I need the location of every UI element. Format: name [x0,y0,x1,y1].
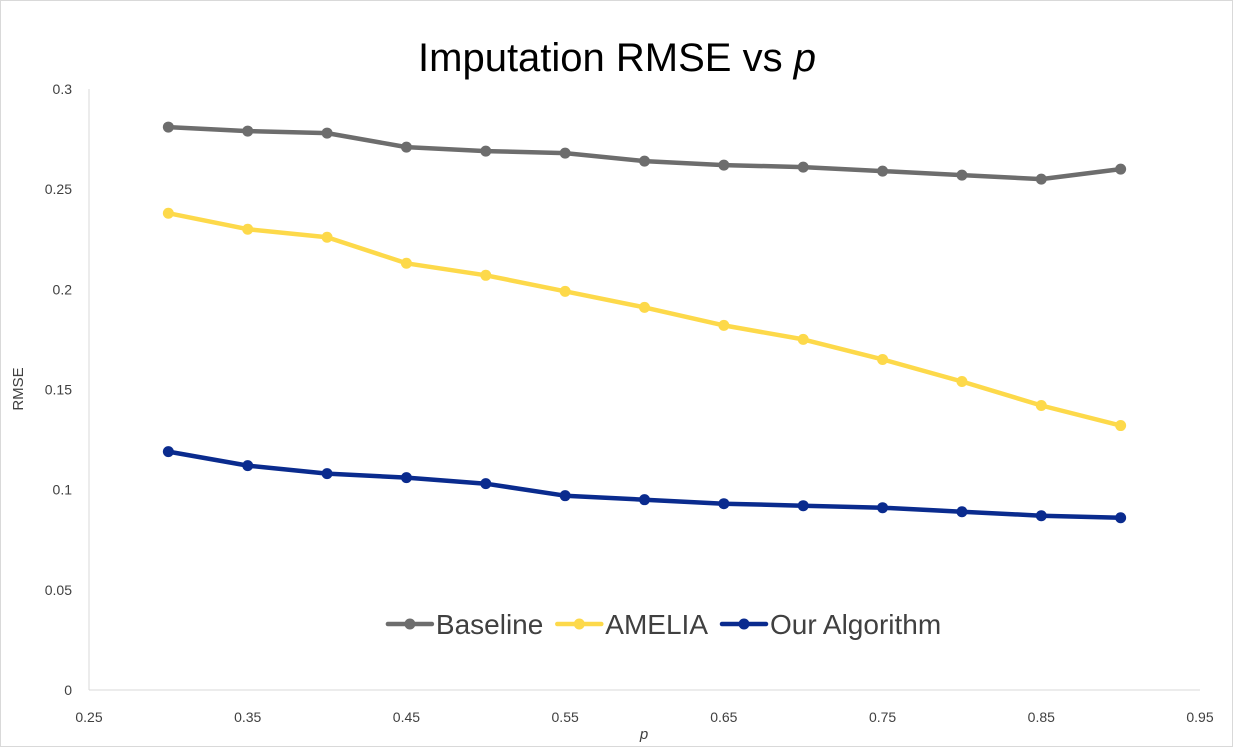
data-point-baseline [718,159,730,171]
series-our-algorithm [162,446,1127,524]
data-point-our-algorithm [1035,510,1047,522]
data-point-amelia [718,319,730,331]
y-tick-label: 0.05 [45,582,72,598]
series-group [162,121,1127,524]
data-point-our-algorithm [718,498,730,510]
chart-title-text: Imputation RMSE vs [418,36,783,80]
data-point-our-algorithm [639,494,650,506]
data-point-baseline [321,127,333,139]
legend-marker-amelia [573,618,585,630]
data-point-our-algorithm [242,460,254,472]
data-point-amelia [242,223,254,235]
x-tick-label: 0.55 [552,709,579,725]
series-line-amelia [166,210,1123,428]
data-point-amelia [162,207,174,219]
legend-marker-baseline [404,618,416,630]
data-point-our-algorithm [1115,512,1127,524]
chart-title-italic: p [793,36,816,80]
data-point-baseline [242,125,254,137]
x-axis-title: p [639,726,648,743]
series-baseline [162,121,1127,185]
data-point-baseline [559,147,571,159]
x-tick-label: 0.95 [1186,709,1213,725]
data-point-baseline [1035,173,1047,185]
legend-marker-our-algorithm [738,618,750,630]
x-tick-label: 0.45 [393,709,420,725]
data-point-baseline [956,169,968,181]
data-point-baseline [877,165,889,177]
data-point-amelia [321,231,333,243]
data-point-amelia [639,301,650,313]
x-tick-label: 0.85 [1028,709,1055,725]
legend: Baseline AMELIA Our Algorithm [385,609,941,640]
series-line-our-algorithm [166,449,1123,520]
y-tick-label: 0.25 [45,181,72,197]
data-point-our-algorithm [321,468,333,480]
x-tick-label: 0.35 [234,709,261,725]
data-point-baseline [480,145,492,157]
legend-label-amelia: AMELIA [605,609,708,640]
series-line-baseline [166,124,1123,182]
data-point-our-algorithm [480,478,492,490]
data-point-our-algorithm [400,472,412,484]
legend-item-amelia: AMELIA [555,609,708,640]
x-tick-label: 0.65 [710,709,737,725]
data-point-amelia [877,353,889,365]
data-point-baseline [400,141,412,153]
y-tick-label: 0 [64,682,72,698]
data-point-our-algorithm [559,490,571,502]
data-point-amelia [1115,420,1127,432]
x-tick-label: 0.75 [869,709,896,725]
chart-title: Imputation RMSE vs p [418,36,816,80]
y-axis-title: RMSE [10,367,27,410]
y-tick-label: 0.15 [45,382,72,398]
data-point-baseline [639,155,650,167]
data-point-amelia [400,257,412,269]
data-point-amelia [1035,400,1047,412]
legend-label-baseline: Baseline [436,609,543,640]
data-point-our-algorithm [162,446,174,458]
data-point-amelia [480,269,492,281]
y-tick-label: 0.1 [53,482,73,498]
legend-item-baseline: Baseline [385,609,543,640]
x-tick-label: 0.25 [75,709,102,725]
legend-item-our-algorithm: Our Algorithm [719,609,941,640]
data-point-our-algorithm [797,500,809,512]
data-point-baseline [797,161,809,173]
y-tick-label: 0.3 [53,81,73,97]
legend-label-our-algorithm: Our Algorithm [770,609,941,640]
data-point-amelia [956,375,968,387]
data-point-our-algorithm [956,506,968,518]
data-point-amelia [797,333,809,345]
axes-group: 0 0.05 0.1 0.15 0.2 0.25 0.3 0.25 0.35 0.45 0.55 0.… [45,81,1214,725]
y-tick-label: 0.2 [53,281,73,297]
data-point-amelia [559,285,571,297]
data-point-baseline [162,121,174,133]
series-amelia [162,207,1127,432]
data-point-our-algorithm [877,502,889,514]
data-point-baseline [1115,163,1127,175]
